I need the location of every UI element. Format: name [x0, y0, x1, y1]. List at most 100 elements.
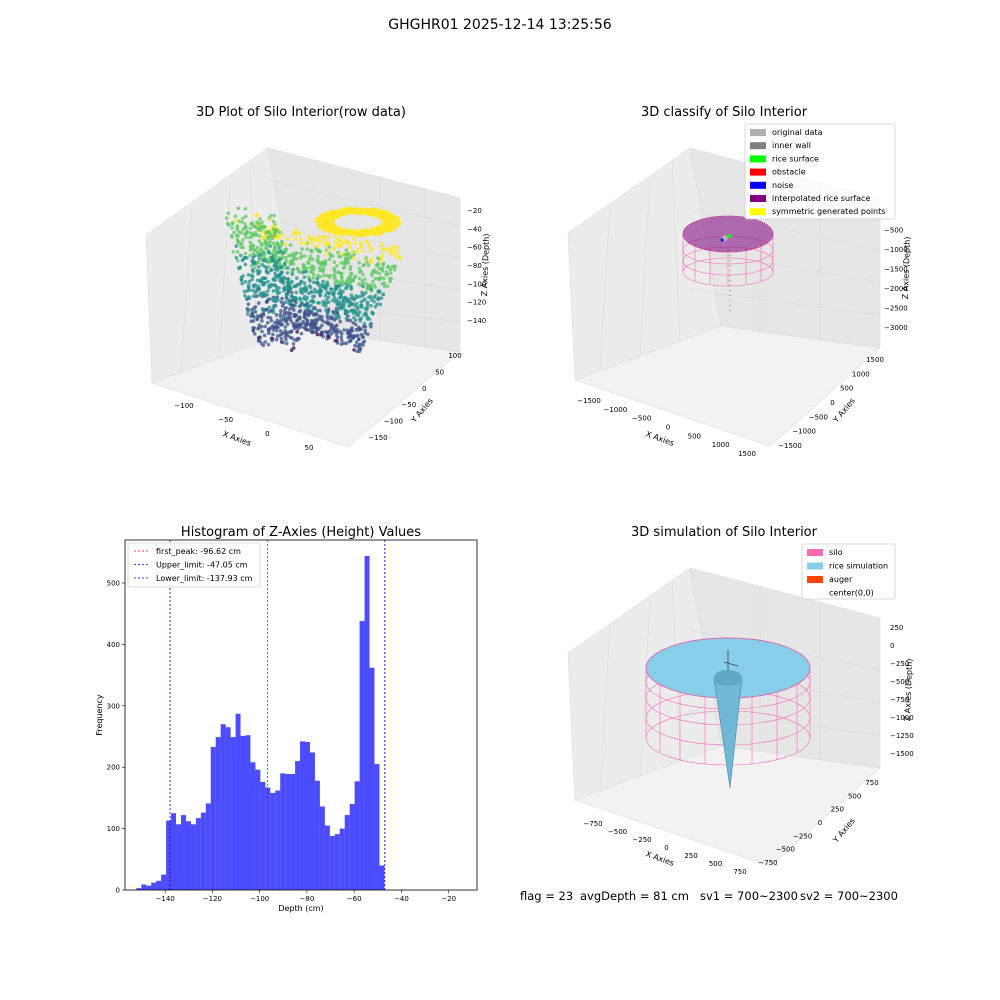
raw-scatter-points: [224, 206, 402, 354]
histogram-x-tick-label: −20: [441, 895, 456, 903]
simulation-auger: [723, 650, 739, 670]
raw-z-tick-label: −100: [467, 280, 486, 288]
classify-y-tick-label: −500: [809, 413, 828, 421]
raw-x-tick-label: −100: [174, 402, 193, 410]
classify-z-tick-label: −2000: [884, 285, 908, 293]
simulation-legend-label: auger: [829, 575, 853, 584]
histogram-bar: [156, 880, 162, 890]
raw-title: 3D Plot of Silo Interior(row data): [196, 105, 406, 120]
simulation-x-tick-label: 750: [733, 868, 746, 876]
histogram-bar: [190, 824, 196, 890]
histogram-bar: [339, 828, 345, 890]
raw-z-tick-label: −20: [467, 207, 482, 215]
histogram-bar: [329, 835, 335, 890]
classify-z-tick-label: −2500: [884, 305, 908, 313]
histogram-bar: [280, 773, 286, 890]
simulation-z-tick-label: −250: [890, 660, 909, 668]
histogram-bar: [374, 764, 380, 890]
status-flag: flag = 23: [520, 889, 574, 903]
classify-x-tick-label: 500: [688, 432, 701, 440]
raw-x-tick-label: 50: [305, 444, 314, 452]
classify-x-tick-label: 1000: [712, 441, 730, 449]
classify-y-tick-label: −1500: [778, 442, 802, 450]
classify-legend-swatch: [750, 195, 766, 202]
histogram-y-ticks: 0 100 200 300 400 500: [107, 579, 125, 895]
histogram-legend-label: Lower_limit: -137.93 cm: [156, 574, 253, 583]
classify-legend-swatch: [750, 208, 766, 216]
classify-legend-swatch: [750, 155, 766, 163]
histogram-bar: [161, 874, 167, 890]
histogram-bar: [250, 762, 256, 890]
histogram-bar: [349, 804, 355, 890]
classify-legend-label: interpolated rice surface: [772, 194, 870, 203]
histogram-bar: [225, 727, 231, 890]
simulation-x-tick-label: 500: [709, 860, 722, 868]
classify-y-tick-label: −1000: [792, 428, 816, 436]
histogram-bar: [344, 815, 350, 890]
simulation-legend-swatch: [807, 549, 823, 556]
histogram-x-ticks: −140 −120 −100 −80 −60 −40 −20: [156, 890, 456, 903]
simulation-legend-swatch: [807, 576, 823, 583]
raw-z-tick-label: −140: [467, 317, 486, 325]
status-avg-depth: avgDepth = 81 cm: [580, 889, 689, 903]
raw-z-tick-label: −120: [467, 299, 486, 307]
histogram-ylabel: Frequency: [95, 694, 104, 736]
simulation-y-tick-label: 750: [865, 779, 878, 787]
histogram-bar: [220, 724, 226, 890]
classify-z-tick-label: 0: [884, 207, 888, 215]
classify-title: 3D classify of Silo Interior: [641, 105, 808, 120]
histogram-bar: [364, 555, 370, 890]
simulation-z-tick-label: −1500: [890, 750, 914, 758]
classify-xlabel: X Axies: [644, 429, 675, 448]
simulation-x-tick-label: 0: [664, 844, 668, 852]
simulation-y-tick-label: 0: [818, 819, 822, 827]
simulation-y-tick-label: −750: [758, 859, 777, 867]
classify-ylabel: Y Axies: [831, 396, 857, 425]
classify-x-tick-label: −500: [632, 415, 651, 423]
histogram-bar: [136, 888, 142, 890]
histogram-bar: [354, 781, 360, 890]
raw-y-tick-label: 50: [435, 368, 444, 376]
simulation-ylabel: Y Axies: [831, 816, 857, 845]
simulation-zlabel: Z Axies (Depth): [903, 658, 914, 721]
classify-legend-label: original data: [772, 128, 823, 137]
histogram-bar: [210, 746, 216, 890]
histogram-bar: [176, 824, 181, 890]
simulation-legend: silo rice simulation auger center(0,0): [801, 543, 896, 600]
simulation-z-tick-label: −1000: [890, 714, 914, 722]
histogram-bar: [166, 820, 172, 890]
classify-z-tick-label: −500: [884, 227, 903, 235]
histogram-x-tick-label: −60: [347, 895, 362, 903]
classify-y-tick-label: 1500: [866, 356, 884, 364]
histogram-y-tick-label: 300: [107, 702, 120, 710]
histogram-legend-label: Upper_limit: -47.05 cm: [156, 561, 248, 570]
classify-z-tick-label: −1000: [884, 246, 908, 254]
histogram-bar: [235, 713, 241, 890]
status-sv1: sv1 = 700~2300: [700, 889, 798, 903]
histogram-bar: [275, 790, 281, 890]
histogram-bar: [319, 806, 325, 890]
simulation-y-tick-label: 500: [848, 792, 861, 800]
simulation-y-tick-label: 250: [831, 806, 844, 814]
histogram-y-tick-label: 500: [107, 579, 120, 587]
histogram-bar: [295, 761, 301, 890]
histogram-bar: [215, 737, 221, 890]
histogram-y-tick-label: 400: [107, 641, 120, 649]
classify-legend-label: rice surface: [772, 154, 819, 163]
raw-xlabel: X Axies: [221, 429, 252, 448]
classify-legend-label: noise: [772, 181, 793, 190]
classify-legend-label: inner wall: [772, 141, 811, 150]
classify-y-tick-label: 1000: [852, 370, 870, 378]
histogram-bar: [305, 742, 310, 890]
raw-y-tick-label: −150: [368, 434, 387, 442]
raw-y-tick-label: −100: [384, 418, 403, 426]
simulation-z-tick-label: −500: [890, 678, 909, 686]
classify-legend: original data inner wall rice surface obsta…: [744, 123, 896, 220]
simulation-z-tick-label: −1250: [890, 732, 914, 740]
classify-zlabel: Z Axies (Depth): [901, 236, 912, 299]
histogram-x-tick-label: −40: [394, 895, 409, 903]
classify-silo-wireframe: [682, 234, 774, 287]
